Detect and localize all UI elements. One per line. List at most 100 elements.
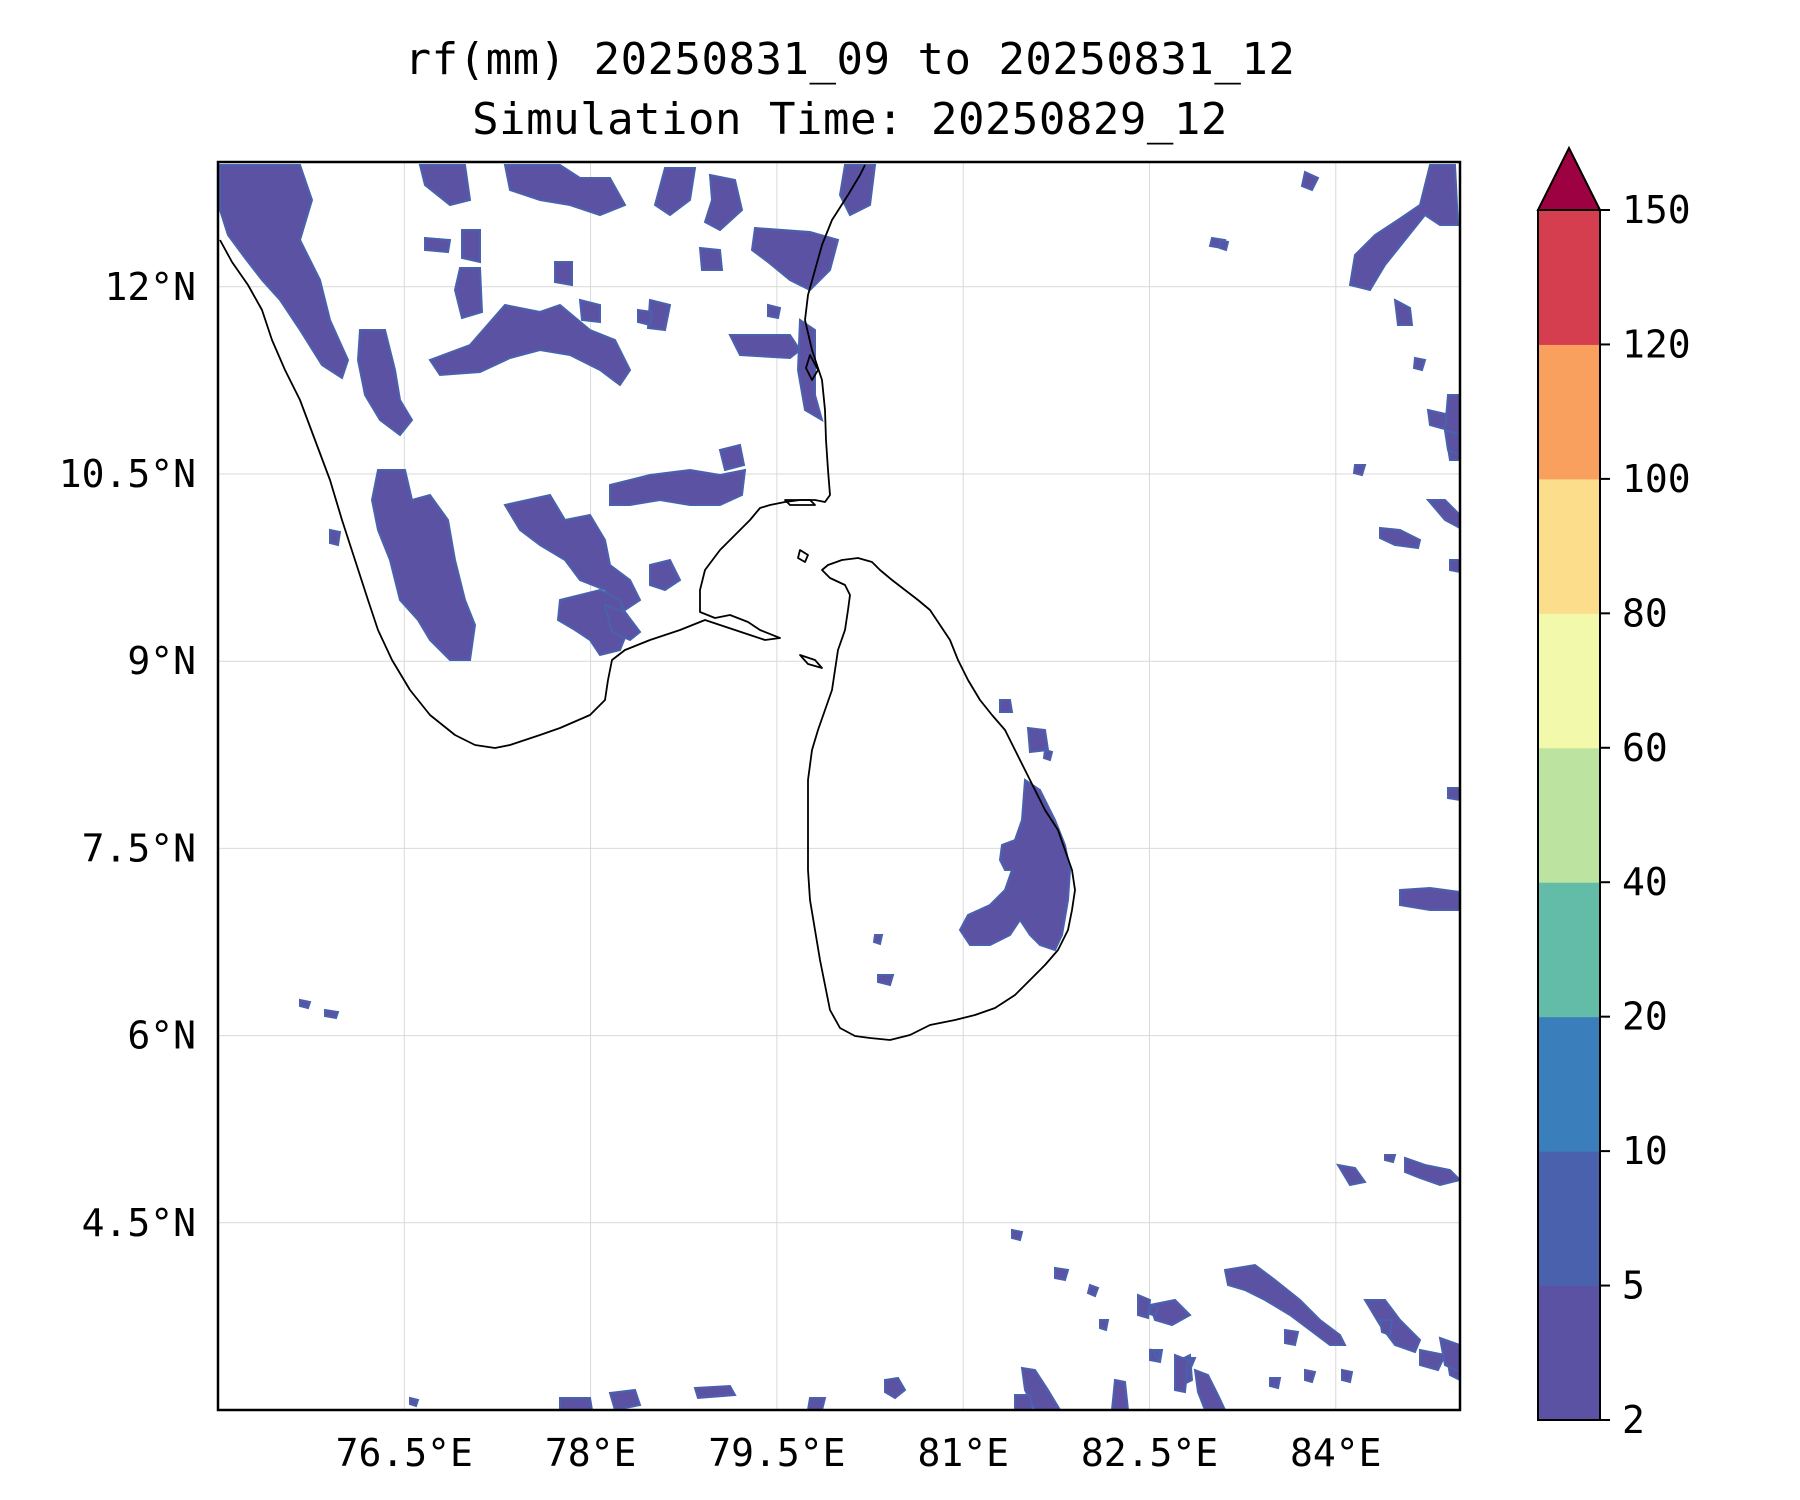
rain-patch — [703, 173, 744, 232]
rain-patch — [1137, 1293, 1152, 1320]
rain-patch — [1378, 1319, 1394, 1337]
rain-patch — [1011, 1228, 1024, 1242]
rain-patch — [219, 164, 350, 380]
rain-patch — [503, 493, 642, 612]
rain-patch — [370, 469, 477, 661]
rain-patch — [718, 443, 746, 472]
rain-patch — [796, 318, 824, 423]
map-background — [218, 162, 1460, 1410]
rain-patch — [356, 329, 414, 437]
rain-patch — [603, 603, 642, 642]
rain-patch — [461, 229, 481, 264]
x-tick-label: 76.5°E — [336, 1431, 473, 1475]
x-tick-label: 78°E — [545, 1431, 637, 1475]
y-tick-label: 7.5°N — [82, 826, 196, 870]
colorbar-segment — [1538, 1016, 1600, 1152]
colorbar-tick-label: 60 — [1622, 726, 1668, 770]
rain-patch — [958, 778, 1072, 952]
rain-patch — [559, 1397, 594, 1410]
colorbar-tick-label: 10 — [1622, 1129, 1668, 1173]
colorbar-tick-label: 40 — [1622, 860, 1668, 904]
gridlines — [218, 162, 1460, 1410]
mainland-lagoon — [805, 354, 819, 381]
rain-patch — [1425, 499, 1460, 530]
colorbar-segment — [1538, 1151, 1600, 1287]
rain-patch — [884, 1376, 907, 1400]
chart-subtitle: Simulation Time: 20250829_12 — [472, 94, 1228, 145]
rain-patch — [556, 588, 632, 657]
rain-patch — [1042, 748, 1054, 762]
rain-patch — [1026, 726, 1050, 754]
rain-patch — [1054, 1266, 1070, 1282]
rain-patch — [838, 164, 877, 217]
rainfall-contours — [219, 164, 1460, 1410]
rain-patch — [1438, 1336, 1460, 1374]
rain-patch — [806, 1397, 827, 1410]
rain-patch — [1110, 1378, 1130, 1410]
rain-patch — [1014, 1394, 1034, 1410]
y-tick-label: 4.5°N — [82, 1201, 196, 1245]
rain-patch — [1284, 1328, 1300, 1347]
y-tick-label: 12°N — [104, 265, 196, 309]
colorbar-segment — [1538, 344, 1600, 480]
rain-patch — [1304, 1368, 1317, 1384]
coastline — [219, 164, 1076, 1041]
map-frame — [216, 160, 1462, 1412]
colorbar-segment — [1538, 478, 1600, 614]
colorbar-tick-label: 100 — [1622, 457, 1691, 501]
x-tick-label: 81°E — [917, 1431, 1009, 1475]
y-tick-label: 9°N — [127, 639, 196, 683]
colorbar-tick-label: 120 — [1622, 322, 1691, 366]
rain-patch — [1099, 1319, 1110, 1332]
rain-patch — [1393, 298, 1414, 326]
colorbar-tick-label: 2 — [1622, 1398, 1645, 1442]
rain-patch — [1449, 559, 1460, 574]
rain-patch — [653, 167, 697, 217]
colorbar: 2 5 10 20 40 60 80 100 120 150 — [1536, 145, 1691, 1442]
colorbar-segment — [1538, 747, 1600, 883]
y-tick-label: 10.5°N — [59, 452, 196, 496]
colorbar-tick-label: 5 — [1622, 1264, 1645, 1308]
rain-patch — [554, 261, 573, 287]
rain-patch — [877, 974, 895, 987]
rain-patch — [999, 699, 1014, 713]
rain-patch — [1412, 356, 1427, 372]
colorbar-extend-arrow — [1536, 145, 1602, 211]
colorbar-segment — [1538, 210, 1600, 345]
rain-patch — [299, 998, 312, 1010]
colorbar-segment — [1538, 1285, 1600, 1421]
rain-patch — [1149, 1348, 1162, 1363]
rain-patch — [637, 308, 654, 327]
rain-patch — [1336, 1163, 1367, 1187]
colorbar-segment — [1538, 882, 1600, 1018]
gulf-island — [799, 654, 823, 669]
india-coastline — [219, 164, 866, 749]
rain-patch — [1300, 170, 1320, 192]
rain-patch — [578, 298, 601, 324]
rain-patch — [428, 303, 632, 387]
rain-patch — [418, 164, 472, 207]
rain-patch — [1384, 1154, 1397, 1164]
colorbar-segment — [1538, 613, 1600, 749]
x-tick-label: 82.5°E — [1081, 1431, 1218, 1475]
rain-patch — [1341, 1368, 1354, 1384]
rain-patch — [1348, 164, 1460, 292]
rain-patch — [698, 246, 724, 271]
rain-patch — [503, 164, 627, 217]
gulf-island — [784, 499, 816, 506]
srilanka-coastline — [807, 557, 1076, 1041]
rain-patch — [409, 1396, 420, 1408]
rain-patch — [1086, 1283, 1100, 1298]
rain-patch — [324, 1008, 340, 1020]
rain-patch — [1404, 1156, 1460, 1187]
rain-patch — [1149, 1303, 1160, 1318]
gulf-island — [797, 549, 809, 563]
rain-patch — [1419, 1348, 1447, 1372]
colorbar-tick-label: 20 — [1622, 995, 1668, 1039]
rain-patch — [1352, 464, 1367, 477]
rain-patch — [767, 303, 782, 320]
rain-patch — [453, 267, 484, 320]
x-axis: 76.5°E 78°E 79.5°E 81°E 82.5°E 84°E — [336, 1431, 1382, 1475]
x-tick-label: 79.5°E — [708, 1431, 845, 1475]
